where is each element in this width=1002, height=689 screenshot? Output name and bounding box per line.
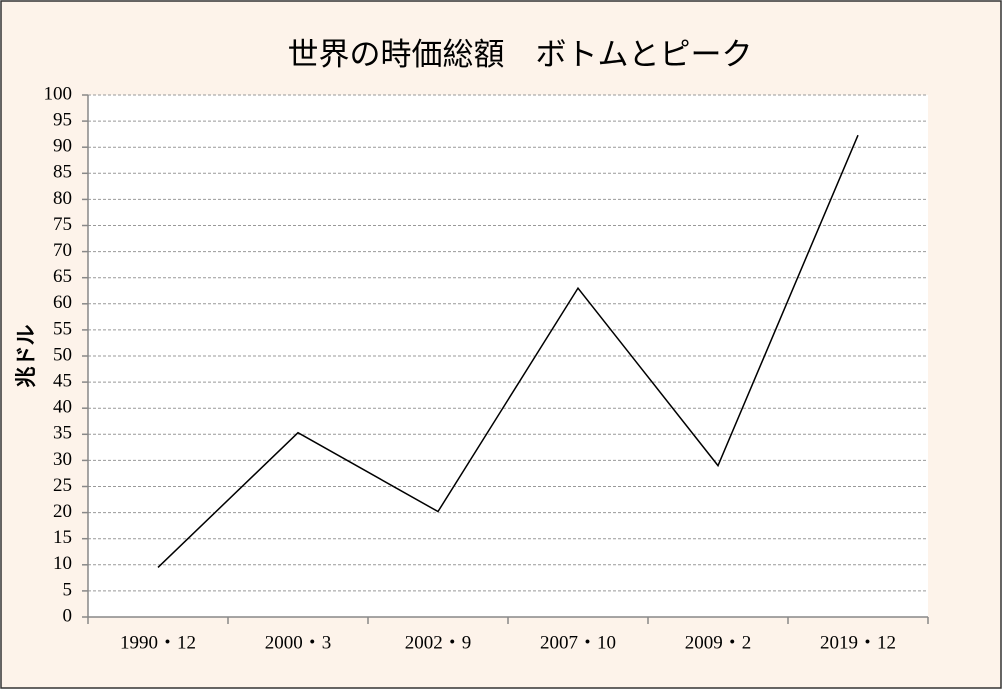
y-tick-label: 100 <box>44 83 73 104</box>
y-tick-label: 0 <box>63 605 73 626</box>
y-tick-label: 90 <box>53 136 72 157</box>
y-tick-label: 85 <box>53 162 72 183</box>
x-tick-label: 2002・9 <box>405 632 472 653</box>
y-tick-label: 60 <box>53 292 72 313</box>
y-axis-label: 兆ドル <box>14 325 38 388</box>
y-tick-label: 35 <box>53 423 72 444</box>
x-tick-label: 2000・3 <box>265 632 332 653</box>
y-tick-label: 80 <box>53 188 72 209</box>
y-tick-label: 75 <box>53 214 72 235</box>
y-tick-label: 40 <box>53 397 72 418</box>
x-tick-label: 2019・12 <box>820 632 896 653</box>
y-tick-label: 55 <box>53 318 72 339</box>
y-tick-label: 65 <box>53 266 72 287</box>
y-tick-label: 70 <box>53 240 72 261</box>
y-tick-label: 95 <box>53 109 72 130</box>
chart-title: 世界の時価総額 ボトムとピーク <box>288 37 753 72</box>
y-tick-label: 25 <box>53 475 72 496</box>
y-tick-label: 45 <box>53 370 72 391</box>
y-tick-label: 50 <box>53 344 72 365</box>
y-tick-label: 10 <box>53 553 72 574</box>
y-tick-label: 15 <box>53 527 72 548</box>
data-line <box>157 134 859 568</box>
y-tick-label: 30 <box>53 449 72 470</box>
x-tick-label: 1990・12 <box>120 632 196 653</box>
y-tick-label: 20 <box>53 501 72 522</box>
y-tick-label: 5 <box>63 579 73 600</box>
x-tick-label: 2009・2 <box>685 632 752 653</box>
x-tick-label: 2007・10 <box>540 632 616 653</box>
